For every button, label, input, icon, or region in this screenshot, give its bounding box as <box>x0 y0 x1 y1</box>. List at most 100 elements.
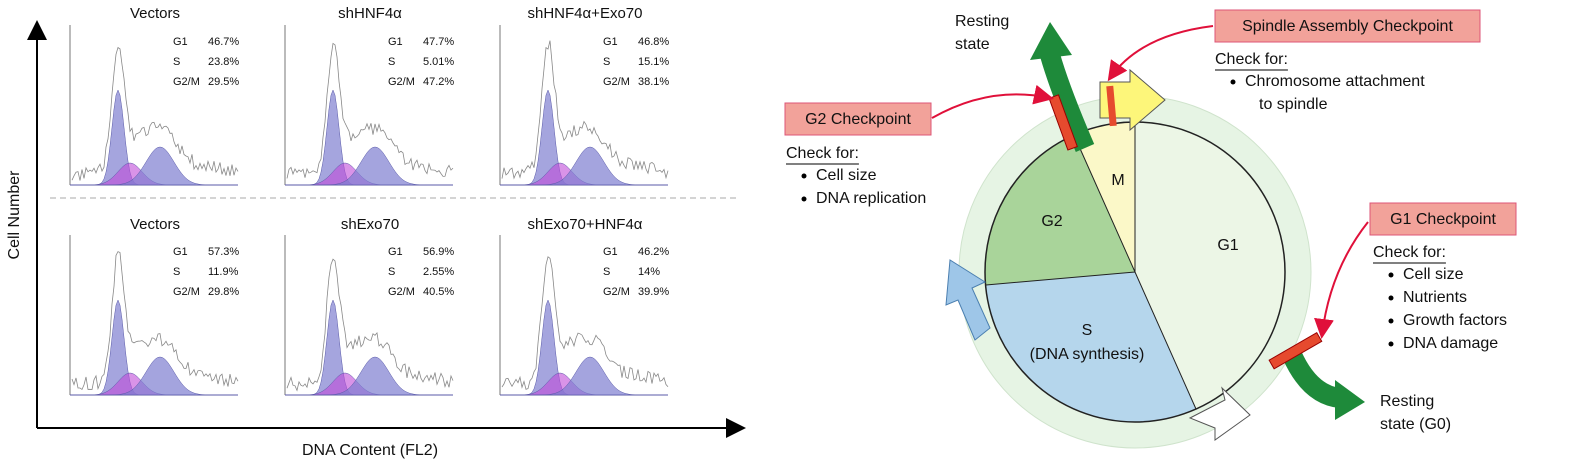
stat-label: G2/M <box>603 76 630 88</box>
peak <box>285 146 453 186</box>
peak <box>70 356 238 396</box>
stat-value: 11.9% <box>208 266 239 278</box>
check-item: Cell size <box>816 167 877 184</box>
resting-arrow-head <box>1030 22 1072 60</box>
pointer <box>1107 25 1214 82</box>
panel-title: shExo70 <box>341 216 399 233</box>
stat-value: 29.8% <box>208 286 239 298</box>
pointer <box>931 84 1054 119</box>
stat-label: G2/M <box>603 286 630 298</box>
stat-label: G1 <box>388 36 403 48</box>
histogram-line <box>501 40 669 180</box>
stat-value: 39.9% <box>638 286 669 298</box>
resting-label: state (G0) <box>1380 416 1451 433</box>
stat-label: G1 <box>388 246 403 258</box>
stat-label: G2/M <box>173 286 200 298</box>
stat-value: 40.5% <box>423 286 454 298</box>
stat-value: 46.7% <box>208 36 239 48</box>
checkpoint-box <box>1369 202 1517 236</box>
y-axis-label: Cell Number <box>6 170 23 260</box>
stat-value: 46.8% <box>638 36 669 48</box>
check-item: DNA replication <box>816 190 926 207</box>
peak <box>285 356 453 396</box>
phase-label: S <box>1082 322 1093 339</box>
g0-arrow <box>1282 350 1342 408</box>
stat-value: 23.8% <box>208 56 239 68</box>
stat-value: 46.2% <box>638 246 669 258</box>
bullet <box>801 196 807 202</box>
g2-sector <box>985 135 1135 285</box>
check-item: DNA damage <box>1403 335 1498 352</box>
stat-value: 2.55% <box>423 266 454 278</box>
bullet <box>1230 79 1236 85</box>
check-item: to spindle <box>1259 96 1328 113</box>
stat-value: 56.9% <box>423 246 454 258</box>
stat-label: G2/M <box>388 286 415 298</box>
bullet <box>1388 341 1394 347</box>
stat-value: 15.1% <box>638 56 669 68</box>
pointer <box>1314 221 1369 339</box>
m-arrow <box>1099 68 1166 132</box>
histogram-line <box>71 251 239 391</box>
check-item: Growth factors <box>1403 312 1507 329</box>
phase-label: G2 <box>1041 213 1062 230</box>
bullet <box>1388 295 1394 301</box>
stat-value: 38.1% <box>638 76 669 88</box>
panel-title: Vectors <box>130 216 180 233</box>
panel-title: Vectors <box>130 5 180 22</box>
stat-label: G1 <box>173 36 188 48</box>
phase-label: G1 <box>1217 237 1238 254</box>
stat-label: S <box>388 266 395 278</box>
resting-label: Resting <box>955 13 1009 30</box>
panel-title: shExo70+HNF4α <box>528 216 643 233</box>
stat-label: G1 <box>173 246 188 258</box>
histogram-line <box>286 42 454 179</box>
check-item: Chromosome attachment <box>1245 73 1425 90</box>
stat-label: G2/M <box>388 76 415 88</box>
histogram-line <box>71 46 239 181</box>
bullet <box>801 173 807 179</box>
stat-label: G1 <box>603 246 618 258</box>
stat-value: 14% <box>638 266 660 278</box>
bullet <box>1388 272 1394 278</box>
peak <box>70 146 238 186</box>
histogram-line <box>501 256 669 390</box>
checkpoint-name: G2 Checkpoint <box>805 111 911 128</box>
stat-value: 5.01% <box>423 56 454 68</box>
stat-value: 29.5% <box>208 76 239 88</box>
checkpoint-name: G1 Checkpoint <box>1390 211 1496 228</box>
checkpoint-box <box>1214 9 1481 43</box>
check-for: Check for: <box>1215 51 1288 68</box>
check-for: Check for: <box>786 145 859 162</box>
stat-label: S <box>603 266 610 278</box>
stat-label: G2/M <box>173 76 200 88</box>
stat-label: G1 <box>603 36 618 48</box>
stat-label: S <box>173 56 180 68</box>
s-arrow <box>945 259 991 341</box>
stat-value: 47.2% <box>423 76 454 88</box>
s-sector <box>986 272 1196 422</box>
resting-label: Resting <box>1380 393 1434 410</box>
g1-arrow <box>1188 386 1251 441</box>
histogram-line <box>286 258 454 392</box>
check-for: Check for: <box>1373 244 1446 261</box>
g1-sector <box>1135 122 1285 409</box>
phase-detail: (DNA synthesis) <box>1030 346 1145 363</box>
resting-label: state <box>955 36 990 53</box>
panel-title: shHNF4α <box>338 5 402 22</box>
spindle-checkpoint-bar <box>1106 85 1117 127</box>
check-item: Nutrients <box>1403 289 1467 306</box>
phase-label: M <box>1111 172 1124 189</box>
stat-label: S <box>173 266 180 278</box>
bullet <box>1388 318 1394 324</box>
stat-value: 57.3% <box>208 246 239 258</box>
g0-arrow-head <box>1335 380 1365 420</box>
checkpoint-name: Spindle Assembly Checkpoint <box>1242 18 1453 35</box>
resting-arrow <box>1040 52 1095 152</box>
check-item: Cell size <box>1403 266 1464 283</box>
x-axis-label: DNA Content (FL2) <box>302 442 438 459</box>
peak <box>500 356 668 396</box>
cell-cycle: M G2 G1 S (DNA synthesis) Resting state … <box>931 13 1451 449</box>
stat-label: S <box>388 56 395 68</box>
stat-label: S <box>603 56 610 68</box>
